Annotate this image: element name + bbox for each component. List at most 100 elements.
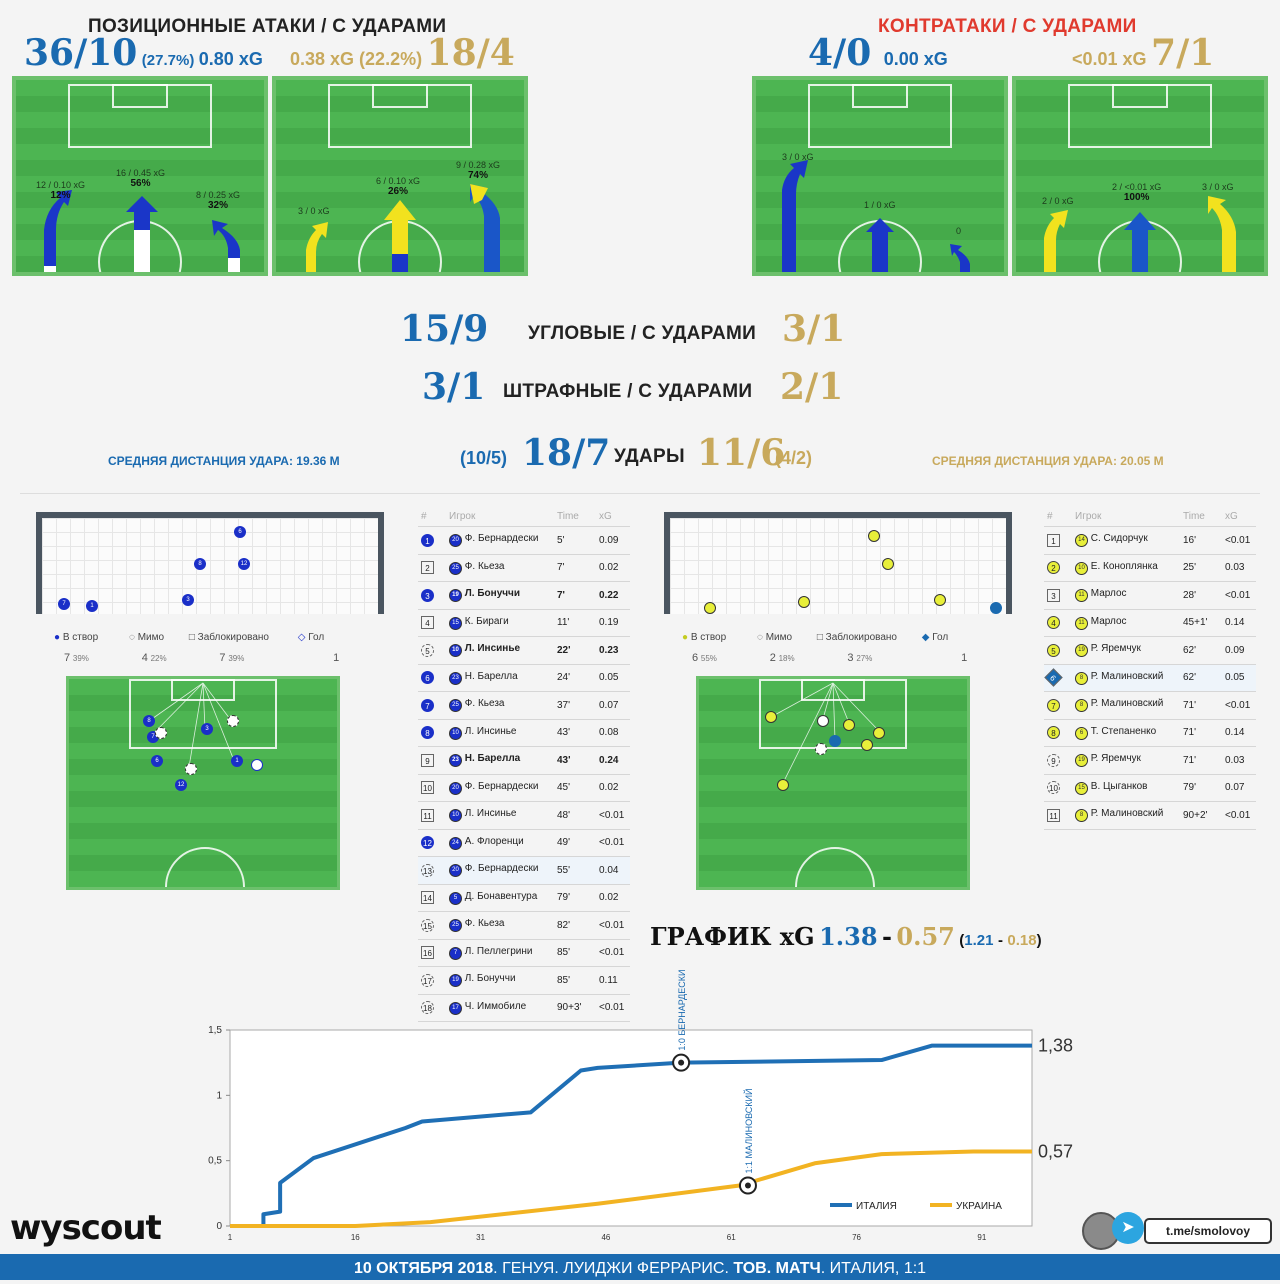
shot-index: 17 <box>421 973 434 987</box>
cnt-left-big: 4/0 <box>808 32 872 74</box>
shot-row: 10 15 В. Цыганков 79' 0.07 <box>1044 774 1256 802</box>
shot-time: 22' <box>554 636 596 665</box>
xg-timeline-chart: 0 0,5 1 1,5 1 16 31 46 61 76 91 1,38 0,57 1:0 БЕРНАРД… <box>208 970 1073 1242</box>
player-name: Р. Малиновский <box>1090 808 1164 820</box>
jersey-icon: 19 <box>1075 754 1088 768</box>
cnt-left-xg: 0.00 xG <box>883 49 948 69</box>
telegram-icon: ➤ <box>1112 1212 1144 1244</box>
shot-row: 3 11 Марлос 28' <0.01 <box>1044 581 1256 610</box>
shot-time: 79' <box>1180 774 1222 802</box>
shot-index: 4 <box>1047 616 1060 630</box>
player-name: Ф. Бернардески <box>464 533 539 545</box>
shot-index: 8 <box>421 726 434 740</box>
shot-xg: 0.04 <box>596 856 630 885</box>
jersey-icon: 19 <box>449 589 462 603</box>
player-name: Ф. Бернардески <box>464 780 539 792</box>
shot-time: 55' <box>554 856 596 885</box>
avg-distance-italy: СРЕДНЯЯ ДИСТАНЦИЯ УДАРА: 19.36 М <box>108 454 340 468</box>
goal-annotation: 1:1 МАЛИНОВСКИЙ <box>743 1089 754 1174</box>
shot-row: 16 7 Л. Пеллегрини 85' <0.01 <box>418 939 630 967</box>
shot-time: 90+3' <box>554 994 596 1022</box>
player-name: Т. Степаненко <box>1090 725 1157 737</box>
player-name: Д. Бонавентура <box>464 890 538 902</box>
italy-shot-rows: 1 20 Ф. Бернардески 5' 0.09 2 25 Ф. Кьеза 7' 0.… <box>418 526 630 1022</box>
shot-index: 5 <box>421 643 434 657</box>
pos-left-xg: 0.80 xG <box>198 49 263 69</box>
shot-index: 14 <box>421 891 434 905</box>
player-name: Н. Барелла <box>464 670 518 682</box>
shot-index: 11 <box>421 808 434 822</box>
divider <box>20 493 1260 494</box>
player-name: А. Флоренци <box>464 835 524 847</box>
shot-index: 3 <box>1047 588 1060 602</box>
jersey-icon: 10 <box>449 644 462 658</box>
telegram-link[interactable]: t.me/smolovoy <box>1144 1218 1272 1244</box>
shot-index: 5 <box>1047 643 1060 657</box>
jersey-icon: 24 <box>449 836 462 850</box>
player-name: Ф. Кьеза <box>464 560 505 572</box>
shot-time: 11' <box>554 609 596 637</box>
jersey-icon: 10 <box>449 809 462 823</box>
player-name: Марлос <box>1090 615 1127 627</box>
legend-counts-italy: 7 39% 4 22% 7 39% 1 <box>64 652 340 664</box>
player-name: В. Цыганков <box>1090 780 1148 792</box>
shot-index: 7 <box>421 698 434 712</box>
shot-xg: 0.02 <box>596 554 630 582</box>
goal-frame-ukraine <box>664 512 1012 617</box>
pitch-label: 2 / 0 xG <box>1042 196 1074 206</box>
player-name: Ф. Кьеза <box>464 698 505 710</box>
player-name: Л. Пеллегрини <box>464 945 533 957</box>
shot-index: 16 <box>421 946 434 960</box>
player-name: Ч. Иммобиле <box>464 1000 527 1012</box>
pitch-label: 8 / 0.25 xG 32% <box>196 190 241 211</box>
shot-row: 1 14 С. Сидорчук 16' <0.01 <box>1044 526 1256 555</box>
counter-title: КОНТРАТАКИ / С УДАРАМИ <box>878 16 1137 37</box>
shot-xg: 0.22 <box>596 581 630 610</box>
y-tick-label: 1,5 <box>208 1025 222 1036</box>
jersey-icon: 19 <box>1075 644 1088 658</box>
player-name: Р. Малиновский <box>1090 698 1164 710</box>
shot-index: 1 <box>1047 533 1060 547</box>
player-name: Л. Бонуччи <box>464 588 521 600</box>
shot-index: 2 <box>1047 561 1060 575</box>
x-tick-label: 46 <box>601 1233 610 1242</box>
jersey-icon: 25 <box>449 561 462 575</box>
legend-label: ИТАЛИЯ <box>856 1201 897 1212</box>
x-tick-label: 91 <box>977 1233 986 1242</box>
shot-time: 85' <box>554 939 596 967</box>
legend-counts-ukraine: 6 55% 2 18% 3 27% 1 <box>692 652 968 664</box>
shot-index: 10 <box>1047 781 1060 795</box>
shot-row: 18 17 Ч. Иммобиле 90+3' <0.01 <box>418 994 630 1022</box>
player-name: Марлос <box>1090 588 1127 600</box>
x-tick-label: 61 <box>727 1233 736 1242</box>
shot-xg: <0.01 <box>1222 526 1256 555</box>
player-name: С. Сидорчук <box>1090 533 1148 545</box>
shot-row: 3 19 Л. Бонуччи 7' 0.22 <box>418 581 630 610</box>
shots-right-sub: (4/2) <box>775 448 813 468</box>
pitch-label: 12 / 0.10 xG 12% <box>36 180 86 201</box>
jersey-icon: 10 <box>1075 561 1088 575</box>
jersey-icon: 10 <box>449 726 462 740</box>
italy-shot-table: # Игрок Time xG 1 20 Ф. Бернардески 5' 0.09… <box>418 506 630 1022</box>
shot-row: 4 11 Марлос 45+1' 0.14 <box>1044 609 1256 637</box>
shot-xg: 0.23 <box>596 636 630 665</box>
player-name: Л. Бонуччи <box>464 973 516 985</box>
shot-xg: <0.01 <box>596 829 630 857</box>
corners-label: УГЛОВЫЕ / С УДАРАМИ <box>528 323 757 344</box>
corners-right: 3/1 <box>782 308 846 350</box>
shot-time: 7' <box>554 554 596 582</box>
pos-left-big: 36/10 <box>24 32 138 74</box>
shot-index: 11 <box>1047 808 1060 822</box>
shot-index: 18 <box>421 1001 434 1015</box>
player-name: Р. Малиновский <box>1090 670 1164 682</box>
jersey-icon: 17 <box>449 1001 462 1015</box>
pos-right-stats: 0.38 xG (22.2%) 18/4 <box>290 32 515 74</box>
shot-xg: 0.11 <box>596 966 630 995</box>
shot-index: 8 <box>1047 726 1060 740</box>
y-tick-label: 1 <box>216 1090 222 1101</box>
goal-ball-icon <box>678 1059 685 1066</box>
pitch-label: 0 <box>956 226 962 236</box>
shot-xg: 0.02 <box>596 884 630 912</box>
shots-label: УДАРЫ <box>614 446 685 467</box>
shot-row: 13 20 Ф. Бернардески 55' 0.04 <box>418 856 630 885</box>
